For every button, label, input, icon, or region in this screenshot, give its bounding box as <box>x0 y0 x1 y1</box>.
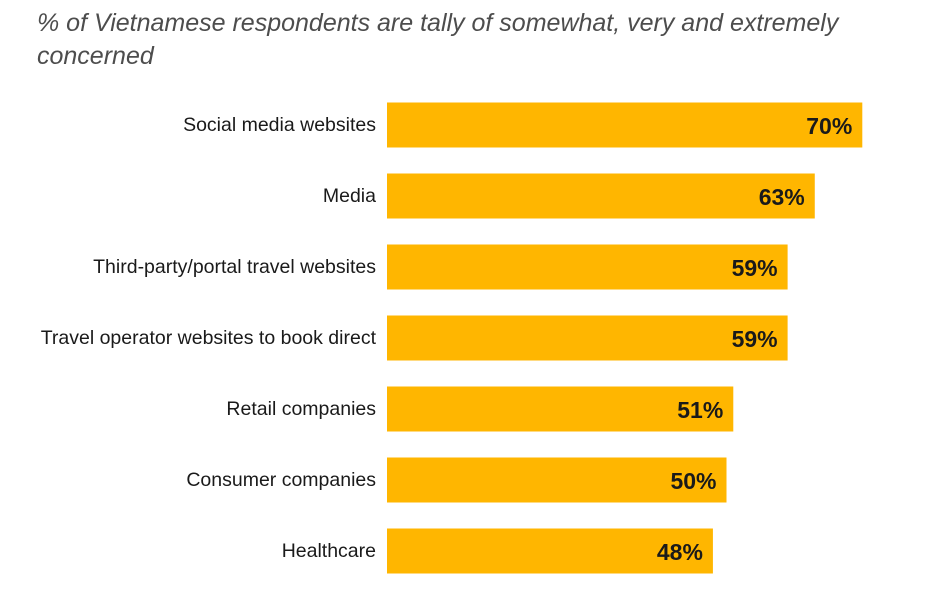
value-label: 70% <box>806 113 852 139</box>
category-label: Consumer companies <box>186 469 376 491</box>
bar-0 <box>387 102 863 148</box>
value-label: 63% <box>759 184 805 210</box>
chart-title: % of Vietnamese respondents are tally of… <box>37 9 839 70</box>
bar-6 <box>387 528 713 574</box>
value-label: 48% <box>657 539 703 565</box>
category-label: Retail companies <box>226 398 376 420</box>
category-label: Social media websites <box>183 114 376 136</box>
value-label: 59% <box>732 326 778 352</box>
bar-5 <box>387 457 727 503</box>
value-label: 59% <box>732 255 778 281</box>
category-label: Third-party/portal travel websites <box>93 256 376 278</box>
bar-4 <box>387 386 734 432</box>
bar-3 <box>387 315 788 361</box>
bars-group: Social media websites 70% Media 63% Third-pa… <box>41 102 863 574</box>
category-label: Media <box>323 185 376 207</box>
value-label: 50% <box>670 468 716 494</box>
category-label: Healthcare <box>282 540 376 562</box>
bar-1 <box>387 173 815 219</box>
bar-2 <box>387 244 788 290</box>
value-label: 51% <box>677 397 723 423</box>
category-label: Travel operator websites to book direct <box>41 327 377 349</box>
